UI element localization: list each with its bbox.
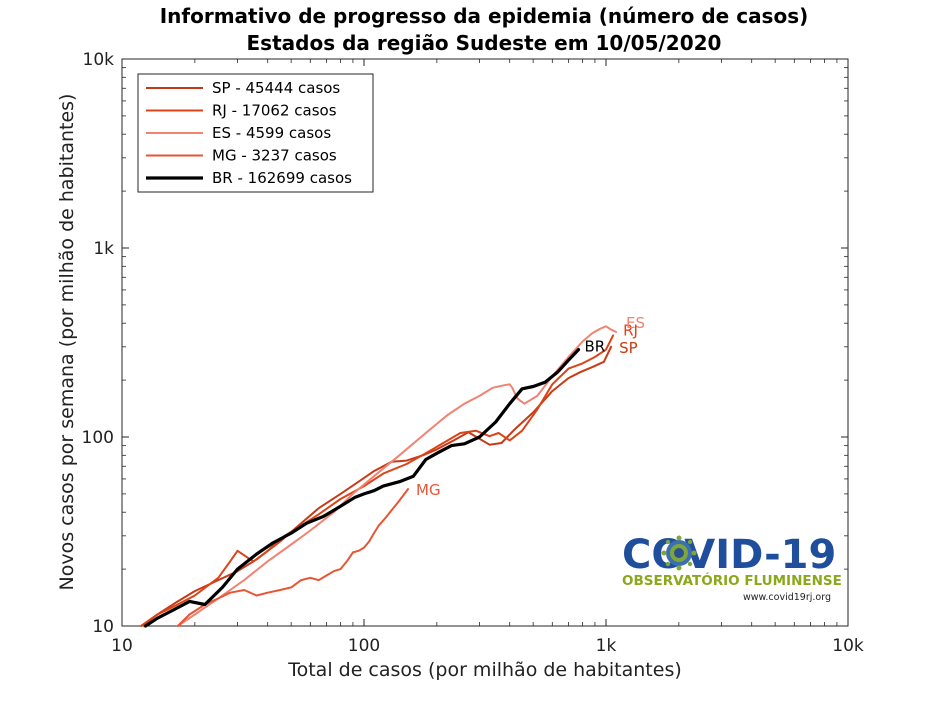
series-end-label-br: BR [585,338,606,356]
covid19-logo: COVID-19 OBSERVATÓRIO FLUMINENSE www.cov… [622,532,842,603]
chart-title: Informativo de progresso da epidemia (nú… [160,4,809,28]
legend-label: RJ - 17062 casos [212,102,337,120]
series-lines [140,325,617,628]
legend-label: MG - 3237 casos [212,147,337,165]
legend: SP - 45444 casos RJ - 17062 casos ES - 459… [137,73,374,193]
logo-title: COVID-19 [622,532,836,578]
y-axis-label: Novos casos por semana (por milhão de ha… [56,94,78,591]
x-tick-label: 100 [348,636,380,656]
x-tick-label: 1k [596,636,617,656]
series-line-rj [140,334,615,627]
x-axis-label: Total de casos (por milhão de habitantes… [287,659,682,681]
virus-icon [661,535,697,571]
legend-label: BR - 162699 casos [212,169,352,187]
chart-subtitle: Estados da região Sudeste em 10/05/2020 [247,31,722,55]
x-tick-label: 10 [111,636,133,656]
series-line-es [176,325,617,627]
logo-subtitle: OBSERVATÓRIO FLUMINENSE [622,571,842,589]
logo-url: www.covid19rj.org [743,592,831,603]
y-tick-label: 1k [93,239,114,259]
y-tick-label: 10 [92,617,114,637]
series-line-mg [176,488,409,627]
axis-ticks: 10 100 1k 10k 10 100 1k 10k [82,50,864,656]
y-tick-label: 100 [82,428,114,448]
series-line-br [143,348,581,628]
legend-label: SP - 45444 casos [212,79,340,97]
y-tick-label: 10k [83,50,115,70]
series-end-label-sp: SP [619,339,638,357]
series-end-label-mg: MG [416,481,441,499]
series-end-label-es: ES [626,314,645,332]
legend-label: ES - 4599 casos [212,124,331,142]
x-tick-label: 10k [832,636,864,656]
series-end-label-rj: RJ [623,321,638,339]
